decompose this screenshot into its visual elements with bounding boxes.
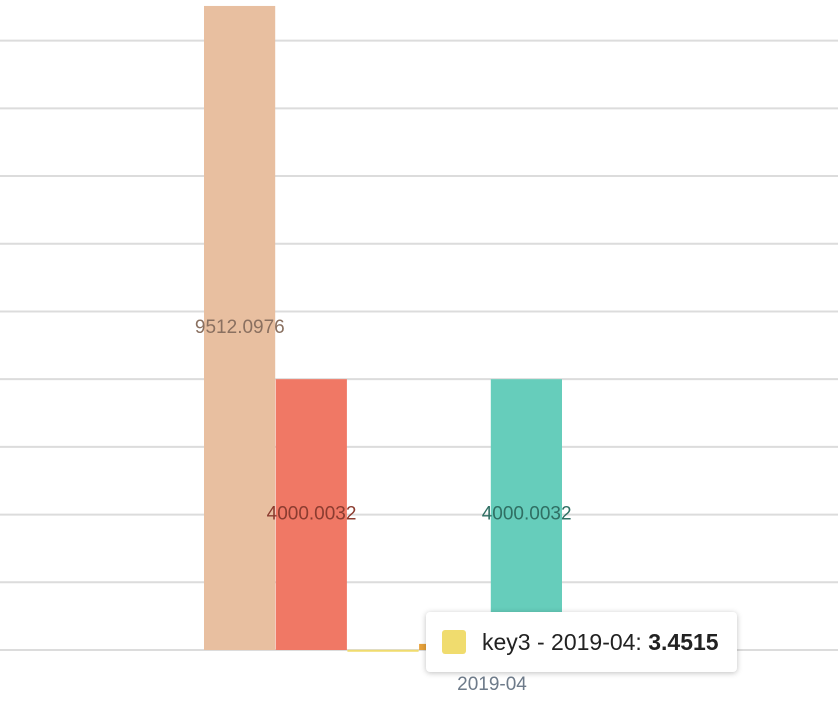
data-label: 9512.0976 <box>195 317 285 338</box>
bar <box>275 379 347 650</box>
data-label: 4000.0032 <box>482 504 572 525</box>
tooltip-value: 3.4515 <box>648 628 719 655</box>
x-tick-label: 2019-04 <box>457 674 527 695</box>
bar <box>490 379 562 650</box>
bar <box>204 5 276 651</box>
data-label: 4000.0032 <box>267 504 357 525</box>
tooltip-label: key3 - 2019-04: <box>482 628 642 655</box>
bar <box>347 649 419 652</box>
tooltip: key3 - 2019-04: 3.4515 <box>426 612 737 672</box>
tooltip-swatch <box>442 630 466 654</box>
